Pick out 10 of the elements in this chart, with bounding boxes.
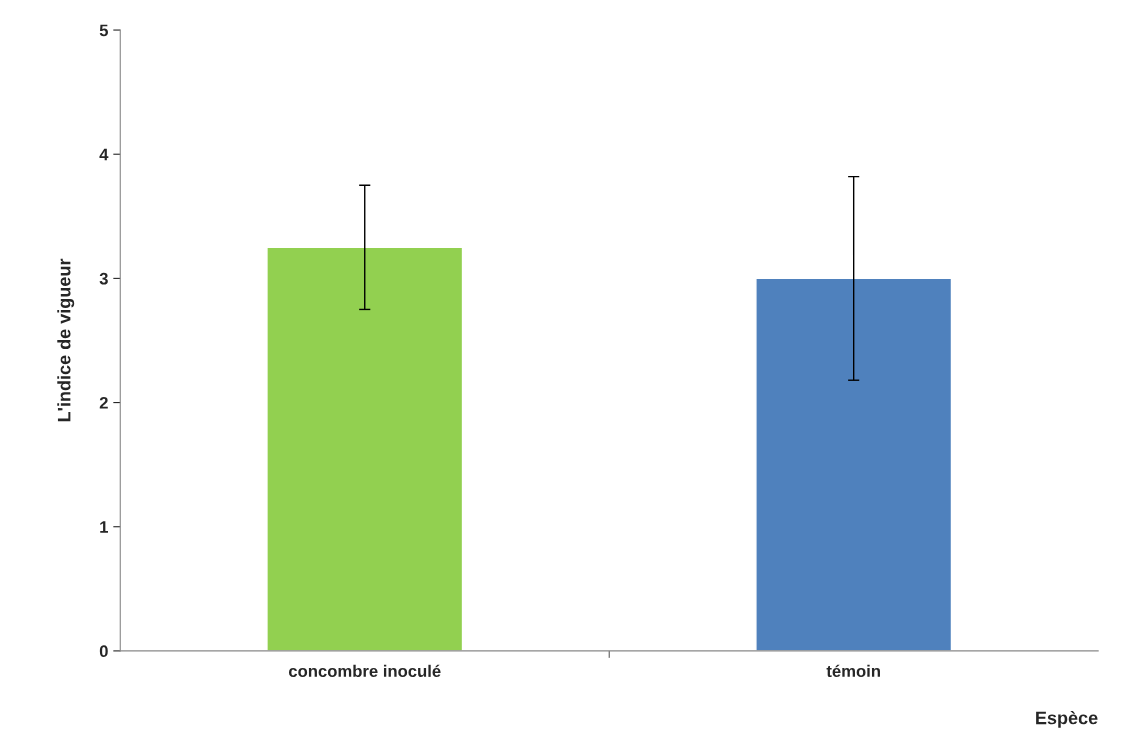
y-tick-label: 4 [99, 148, 109, 161]
y-tick-label: 1 [100, 521, 108, 533]
y-tick-label: 2 [99, 396, 108, 409]
y-tick-label: 0 [99, 645, 108, 658]
y-tick-label: 5 [99, 24, 108, 37]
y-tick-label: 3 [99, 272, 108, 285]
x-tick-label: témoin [826, 664, 880, 678]
x-tick-label: concombre inoculé [288, 664, 441, 678]
x-axis-title: Espèce [1036, 710, 1098, 728]
y-axis-title: L'indice de vigueur [57, 258, 75, 422]
